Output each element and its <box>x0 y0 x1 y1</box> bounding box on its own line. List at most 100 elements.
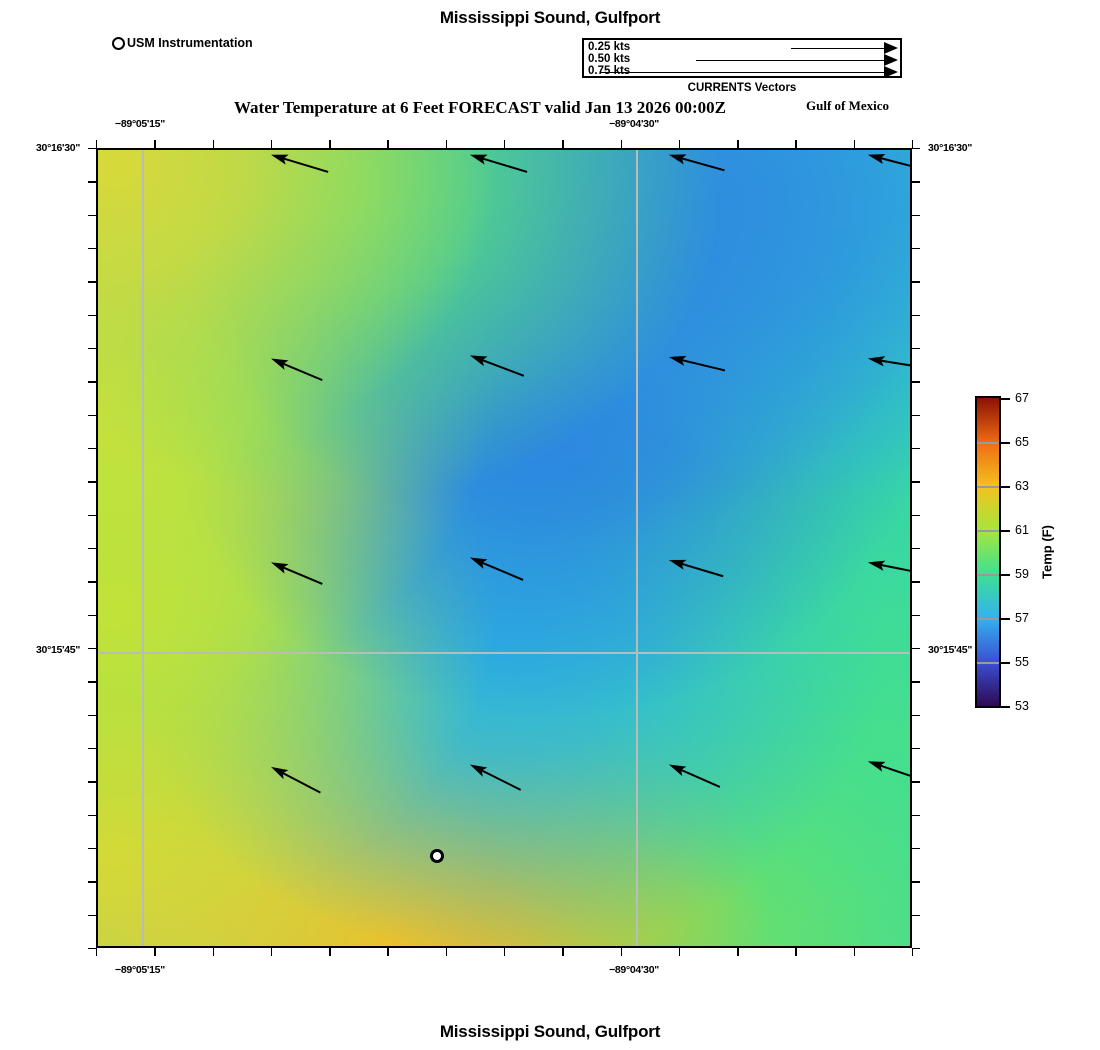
colorbar-tick <box>1001 398 1010 400</box>
map-panel[interactable] <box>96 148 912 948</box>
currents-legend-caption: CURRENTS Vectors <box>687 82 797 94</box>
current-vector-layer <box>270 154 910 794</box>
usm-station-marker[interactable] <box>430 849 445 863</box>
axis-tick-left <box>88 381 96 383</box>
axis-tick-left <box>88 181 96 183</box>
current-vector-arrowhead-icon <box>668 355 687 366</box>
axis-tick-right <box>912 348 920 350</box>
current-vector-arrow <box>469 154 528 173</box>
axis-tick-top <box>329 140 331 148</box>
current-vector-shaft <box>876 358 910 367</box>
current-vector-arrowhead-icon <box>469 557 488 569</box>
map-gridline-vertical <box>141 150 144 946</box>
axis-tick-right <box>912 814 920 817</box>
current-vector-shaft <box>677 561 724 578</box>
axis-tick-right <box>912 914 920 917</box>
axis-tick-left <box>88 214 96 217</box>
axis-label-latitude-right: 30°15'45" <box>928 644 973 656</box>
axis-tick-right <box>912 314 920 317</box>
currents-legend-arrow-shaft <box>696 60 886 61</box>
colorbar-tick-label: 59 <box>1015 567 1029 581</box>
axis-tick-left <box>88 448 96 450</box>
axis-tick-top <box>737 140 739 148</box>
axis-tick-bottom <box>795 948 797 956</box>
page-title: Mississippi Sound, Gulfport <box>439 8 661 27</box>
current-vector-arrow <box>270 358 323 382</box>
axis-tick-right <box>912 748 920 750</box>
current-vector-arrowhead-icon <box>668 154 687 165</box>
axis-tick-left <box>88 914 96 917</box>
colorbar-tick-label: 57 <box>1015 611 1029 625</box>
current-vector-shaft <box>278 361 323 382</box>
colorbar-tick <box>1001 486 1010 488</box>
current-vector-arrowhead-icon <box>270 562 289 574</box>
axis-tick-left <box>88 148 96 150</box>
current-vector-arrow <box>867 154 910 167</box>
current-vector-shaft <box>677 358 726 372</box>
current-vector-shaft <box>279 156 329 173</box>
current-vector-shaft <box>278 770 321 794</box>
axis-label-longitude-top: −89°04'30" <box>609 118 659 130</box>
colorbar-tick <box>1001 618 1010 620</box>
colorbar-band-separator <box>977 574 999 576</box>
axis-tick-left <box>88 281 96 283</box>
axis-tick-bottom <box>562 948 564 956</box>
current-vector-arrowhead-icon <box>867 154 886 165</box>
axis-tick-bottom <box>620 948 622 956</box>
current-vector-arrow <box>668 355 726 372</box>
current-vector-arrow <box>469 557 524 581</box>
currents-legend-box: 0.25 kts 0.50 kts 0.75 kts <box>582 38 902 78</box>
current-vector-arrowhead-icon <box>867 356 886 367</box>
current-vector-arrow <box>270 766 321 794</box>
axis-tick-right <box>912 648 920 650</box>
axis-tick-left <box>88 348 96 350</box>
colorbar-tick <box>1001 530 1010 532</box>
axis-tick-top <box>96 140 98 148</box>
axis-tick-right <box>912 481 920 483</box>
current-vector-shaft <box>278 564 323 585</box>
colorbar-tick <box>1001 574 1010 576</box>
region-label: Gulf of Mexico <box>806 98 890 113</box>
currents-legend-speed-label: 0.50 kts <box>588 53 631 65</box>
axis-tick-bottom <box>912 948 914 956</box>
axis-tick-top <box>795 140 797 148</box>
axis-tick-right <box>912 248 920 250</box>
current-vector-arrowhead-icon <box>469 764 488 777</box>
current-vector-arrowhead-icon <box>668 559 687 570</box>
current-vector-shaft <box>477 357 525 377</box>
colorbar-tick <box>1001 706 1010 708</box>
colorbar-tick <box>1001 662 1010 664</box>
axis-tick-left <box>88 581 96 583</box>
current-vector-arrowhead-icon <box>867 761 886 772</box>
axis-tick-bottom <box>853 948 856 956</box>
currents-legend-row: 0.75 kts <box>584 65 900 78</box>
current-vector-arrow <box>867 356 910 367</box>
axis-tick-right <box>912 381 920 383</box>
axis-tick-top <box>853 140 856 148</box>
colorbar-tick-label: 63 <box>1015 479 1029 493</box>
axis-tick-left <box>88 948 96 950</box>
axis-tick-top <box>445 140 448 148</box>
colorbar[interactable] <box>975 396 1001 708</box>
current-vector-arrowhead-icon <box>668 764 687 777</box>
axis-tick-right <box>912 681 920 683</box>
axis-tick-bottom <box>329 948 331 956</box>
colorbar-band-separator <box>977 530 999 532</box>
axis-tick-bottom <box>445 948 448 956</box>
axis-tick-left <box>88 614 96 617</box>
colorbar-tick-label: 65 <box>1015 435 1029 449</box>
current-vector-shaft <box>478 156 528 173</box>
currents-legend-arrow-shaft <box>791 48 886 49</box>
current-vector-shaft <box>477 767 522 791</box>
axis-tick-left <box>88 514 96 517</box>
currents-legend-row: 0.25 kts <box>584 41 900 54</box>
axis-label-latitude-left: 30°15'45" <box>35 644 80 656</box>
axis-tick-bottom <box>270 948 273 956</box>
axis-tick-right <box>912 581 920 583</box>
axis-tick-bottom <box>387 948 389 956</box>
axis-tick-left <box>88 481 96 483</box>
currents-legend-arrow-head-icon <box>884 66 898 78</box>
axis-tick-right <box>912 881 920 883</box>
axis-tick-bottom <box>212 948 214 956</box>
axis-tick-right <box>912 848 920 850</box>
